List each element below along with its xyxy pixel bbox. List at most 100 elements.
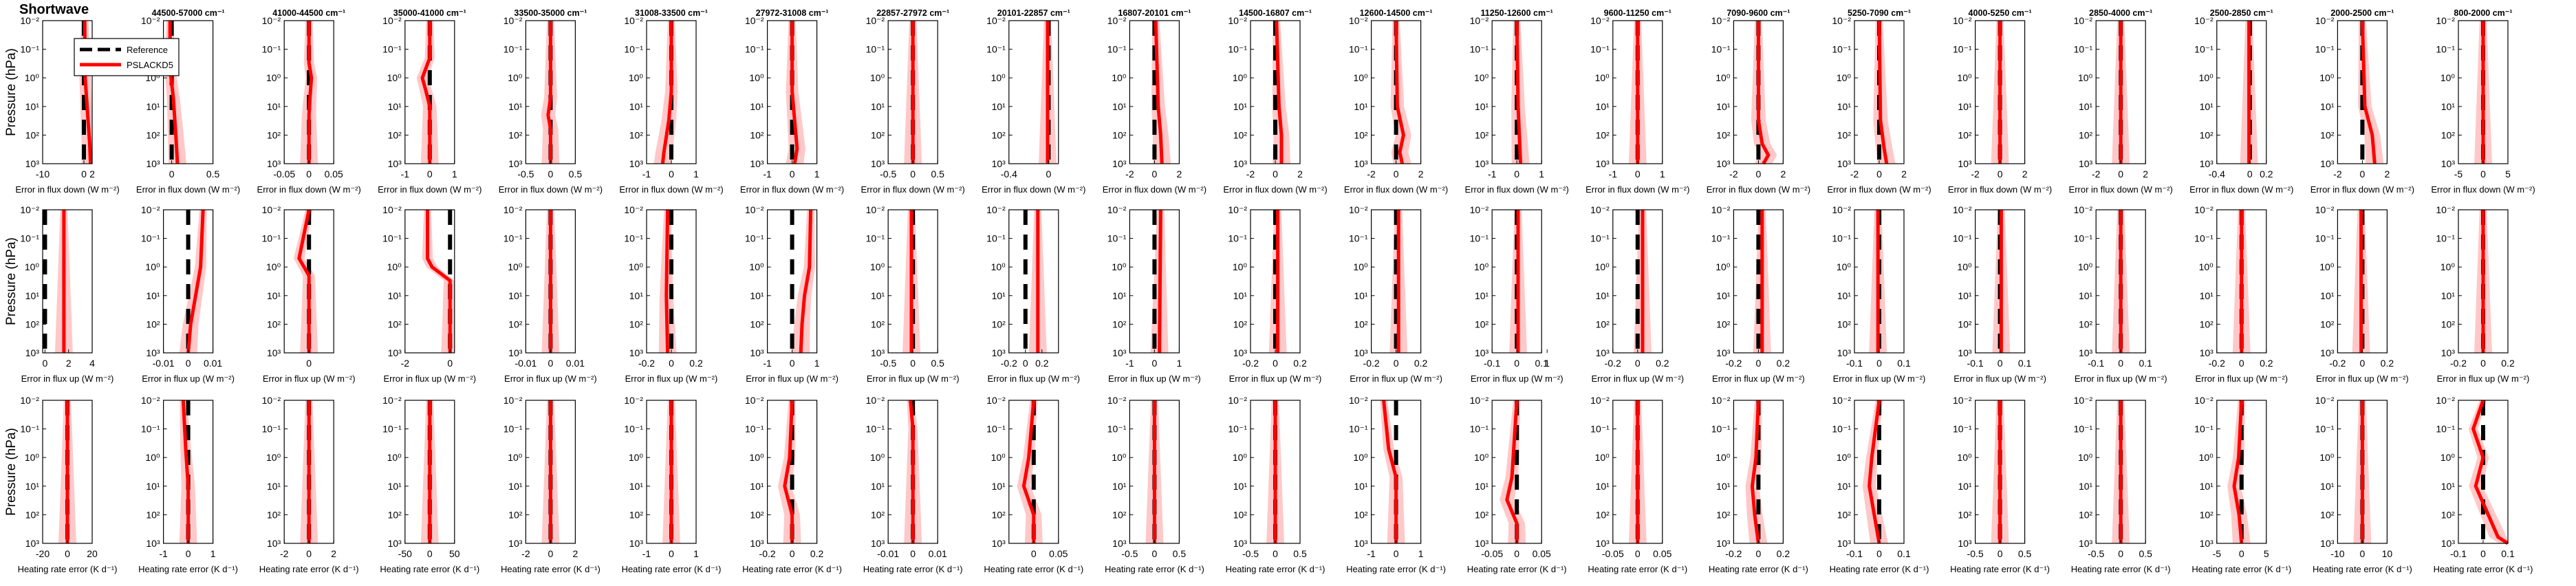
y-tick-label: 10³ xyxy=(1112,158,1127,169)
y-tick-label: 10² xyxy=(2200,318,2214,329)
y-axis-label: Pressure (hPa) xyxy=(4,48,19,136)
y-tick-label: 10⁻¹ xyxy=(2436,44,2455,55)
y-tick-label: 10⁰ xyxy=(1715,72,1731,83)
panel-r2-c10: 10⁻² 10⁻¹ 10⁰ 10¹ 10² 10³-0.5 0 0.5 Heating rate… xyxy=(1226,395,1325,574)
y-tick-label: 10⁻² xyxy=(986,204,1006,215)
y-tick-label: 10¹ xyxy=(388,481,402,492)
y-tick-label: 10² xyxy=(629,318,644,329)
x-tick-label: -0.5 xyxy=(1242,548,1259,559)
x-axis-label: Error in flux up (W m⁻²) xyxy=(867,373,960,384)
x-tick-label: 0 xyxy=(1998,358,2003,369)
y-tick-label: 10² xyxy=(629,129,644,140)
panel-r0-c7: 10⁻² 10⁻¹ 10⁰ 10¹ 10² 10³-0.5 0 0.5 Error in flu… xyxy=(861,8,965,195)
y-tick-label: 10⁻² xyxy=(1711,15,1731,26)
x-tick-label: -0.2 xyxy=(2329,358,2346,369)
y-tick-label: 10⁻¹ xyxy=(624,44,643,55)
x-tick-label: 0 xyxy=(2118,169,2123,180)
y-tick-label: 10² xyxy=(508,509,523,520)
x-axis-label: Error in flux up (W m⁻²) xyxy=(1350,373,1442,384)
y-tick-label: 10⁰ xyxy=(1233,261,1248,272)
x-tick-label: 0.5 xyxy=(569,169,583,180)
y-tick-label: 10² xyxy=(2441,129,2456,140)
y-tick-label: 10¹ xyxy=(992,101,1006,112)
y-tick-label: 10³ xyxy=(1354,538,1368,549)
y-tick-label: 10⁻¹ xyxy=(1228,233,1247,244)
y-tick-label: 10⁻¹ xyxy=(2315,233,2335,244)
y-tick-label: 10³ xyxy=(750,538,764,549)
x-tick-label: -2 xyxy=(280,548,289,559)
x-tick-label: 0 xyxy=(81,169,87,180)
y-tick-label: 10¹ xyxy=(508,290,523,301)
x-axis-label: Heating rate error (K d⁻¹) xyxy=(863,564,963,574)
y-tick-label: 10⁰ xyxy=(508,72,523,83)
x-axis-label: Error in flux down (W m⁻²) xyxy=(1948,184,2052,195)
y-tick-label: 10¹ xyxy=(871,290,885,301)
y-tick-label: 10³ xyxy=(1354,347,1368,358)
x-axis-label: Heating rate error (K d⁻¹) xyxy=(1588,564,1687,574)
y-tick-label: 10⁻² xyxy=(262,204,281,215)
x-tick-label: 0.5 xyxy=(2018,548,2032,559)
x-tick-label: -0.2 xyxy=(2450,358,2467,369)
y-tick-label: 10¹ xyxy=(1475,481,1489,492)
y-tick-label: 10⁻¹ xyxy=(2315,424,2335,435)
y-tick-label: 10⁻² xyxy=(1470,204,1489,215)
y-tick-label: 10³ xyxy=(2079,347,2093,358)
y-tick-label: 10² xyxy=(1475,129,1489,140)
y-tick-label: 10⁻¹ xyxy=(1228,424,1247,435)
y-tick-label: 10⁰ xyxy=(749,452,764,463)
spread-band xyxy=(1751,21,1777,164)
x-tick-label: 20 xyxy=(87,548,98,559)
x-tick-label: 0 xyxy=(2480,169,2486,180)
y-tick-label: 10⁻¹ xyxy=(1953,424,1972,435)
x-axis-label: Error in flux up (W m⁻²) xyxy=(2075,373,2167,384)
y-tick-label: 10³ xyxy=(1112,538,1127,549)
y-tick-label: 10³ xyxy=(2441,158,2456,169)
x-tick-label: 0 xyxy=(669,358,674,369)
y-tick-label: 10⁰ xyxy=(2440,261,2456,272)
y-tick-label: 10³ xyxy=(2079,538,2093,549)
x-tick-label: 0.5 xyxy=(2139,548,2152,559)
model-line xyxy=(2360,20,2377,164)
y-tick-label: 10² xyxy=(750,129,764,140)
x-axis-label: Heating rate error (K d⁻¹) xyxy=(984,564,1083,574)
y-tick-label: 10⁻² xyxy=(2074,204,2093,215)
y-tick-label: 10³ xyxy=(871,347,885,358)
x-tick-label: 0 xyxy=(306,548,312,559)
y-tick-label: 10⁻¹ xyxy=(382,233,402,244)
y-tick-label: 10² xyxy=(25,318,40,329)
panel-r2-c0: 10⁻² 10⁻¹ 10⁰ 10¹ 10² 10³-20 0 20 Heating rate e… xyxy=(18,395,118,574)
y-tick-label: 10⁻¹ xyxy=(2074,44,2093,55)
y-tick-label: 10² xyxy=(1233,318,1248,329)
y-tick-label: 10³ xyxy=(2320,347,2335,358)
y-tick-label: 10¹ xyxy=(508,481,523,492)
y-tick-label: 10³ xyxy=(508,538,523,549)
panel-r1-c19: 10⁻² 10⁻¹ 10⁰ 10¹ 10² 10³-0.2 0 0.2 Error in flu… xyxy=(2315,204,2409,384)
y-tick-label: 10¹ xyxy=(2079,290,2093,301)
y-tick-label: 10¹ xyxy=(2200,481,2214,492)
y-tick-label: 10⁻¹ xyxy=(1953,44,1972,55)
x-tick-label: -0.4 xyxy=(1001,169,1017,180)
x-tick-label: 0.2 xyxy=(1035,358,1049,369)
x-tick-label: -10 xyxy=(36,169,50,180)
y-tick-label: 10³ xyxy=(267,347,281,358)
y-tick-label: 10³ xyxy=(267,158,281,169)
y-tick-label: 10² xyxy=(2079,129,2093,140)
model-line xyxy=(1756,21,1771,165)
x-axis-label: Heating rate error (K d⁻¹) xyxy=(2313,564,2412,574)
panel-r0-c9: 10⁻² 10⁻¹ 10⁰ 10¹ 10² 10³-2 0 2 Error in flux do… xyxy=(1103,8,1206,195)
panel-r2-c18: 10⁻² 10⁻¹ 10⁰ 10¹ 10² 10³-5 0 5 Heating rate err… xyxy=(2191,395,2291,574)
y-tick-label: 10⁻¹ xyxy=(1590,233,1610,244)
y-tick-label: 10³ xyxy=(629,347,644,358)
x-tick-label: -0.01 xyxy=(153,358,175,369)
x-tick-label: 0 xyxy=(2360,548,2366,559)
panel-r2-c13: 10⁻² 10⁻¹ 10⁰ 10¹ 10² 10³-0.05 0 0.05 Heating ra… xyxy=(1588,395,1687,574)
y-tick-label: 10³ xyxy=(388,158,402,169)
x-axis-label: Error in flux up (W m⁻²) xyxy=(625,373,718,384)
y-tick-label: 10² xyxy=(2200,509,2214,520)
x-tick-label: -10 xyxy=(2330,548,2344,559)
column-title: 2000-2500 cm⁻¹ xyxy=(2330,8,2394,18)
model-line xyxy=(1382,400,1398,543)
y-tick-label: 10¹ xyxy=(1596,290,1610,301)
y-tick-label: 10¹ xyxy=(1354,101,1368,112)
y-tick-label: 10¹ xyxy=(750,101,764,112)
